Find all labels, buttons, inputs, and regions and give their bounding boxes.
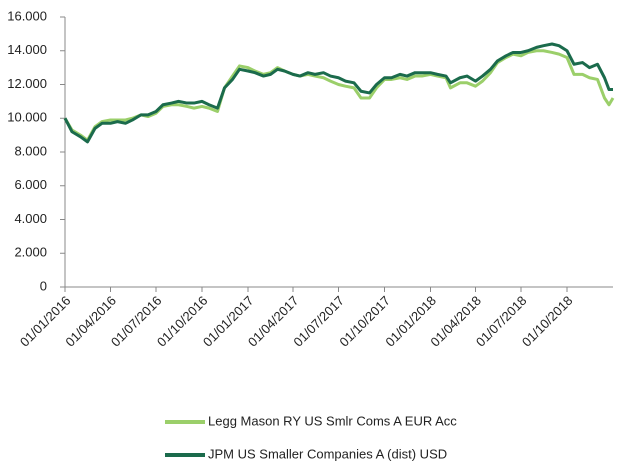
series-line xyxy=(63,42,613,144)
y-tick-label: 8.000 xyxy=(14,143,47,158)
legend-label: JPM US Smaller Companies A (dist) USD xyxy=(208,446,447,461)
y-tick-label: 10.000 xyxy=(7,110,47,125)
y-tick-label: 6.000 xyxy=(14,177,47,192)
y-tick-label: 2.000 xyxy=(14,245,47,260)
y-tick-label: 14.000 xyxy=(7,42,47,57)
y-tick-label: 4.000 xyxy=(14,211,47,226)
y-tick-label: 12.000 xyxy=(7,76,47,91)
series-line xyxy=(63,49,615,142)
legend-label: Legg Mason RY US Smlr Coms A EUR Acc xyxy=(208,413,457,428)
y-tick-label: 0 xyxy=(40,278,47,293)
y-tick-label: 16.000 xyxy=(7,8,47,23)
